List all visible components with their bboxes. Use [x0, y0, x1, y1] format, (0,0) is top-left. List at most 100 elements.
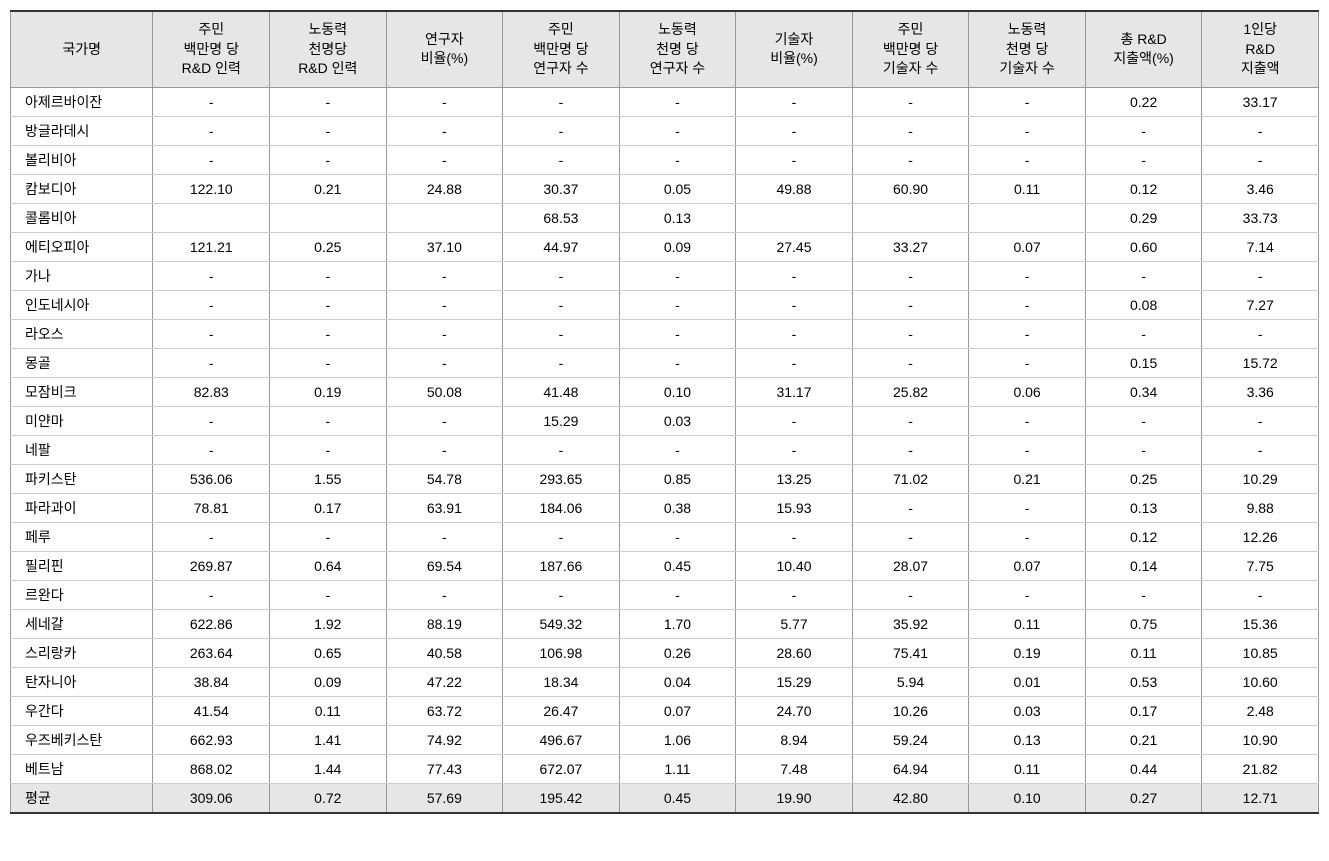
value-cell: -	[736, 290, 853, 319]
table-row: 파키스탄536.061.5554.78293.650.8513.2571.020…	[11, 464, 1319, 493]
table-row: 필리핀269.870.6469.54187.660.4510.4028.070.…	[11, 551, 1319, 580]
value-cell: 0.19	[270, 377, 387, 406]
column-header-c9: 총 R&D지출액(%)	[1085, 11, 1202, 87]
value-cell: -	[270, 290, 387, 319]
value-cell: -	[619, 348, 736, 377]
value-cell: 33.17	[1202, 87, 1319, 116]
value-cell: -	[736, 435, 853, 464]
value-cell: -	[503, 116, 620, 145]
value-cell: 0.21	[1085, 725, 1202, 754]
value-cell: -	[503, 580, 620, 609]
value-cell: 1.06	[619, 725, 736, 754]
value-cell: -	[270, 87, 387, 116]
value-cell: -	[270, 435, 387, 464]
value-cell: -	[503, 319, 620, 348]
value-cell: 64.94	[852, 754, 969, 783]
country-cell: 인도네시아	[11, 290, 153, 319]
average-value-cell: 19.90	[736, 783, 853, 813]
table-body: 아제르바이잔--------0.2233.17방글라데시----------볼리…	[11, 87, 1319, 813]
value-cell: -	[852, 261, 969, 290]
value-cell: -	[619, 145, 736, 174]
value-cell: 0.60	[1085, 232, 1202, 261]
value-cell	[270, 203, 387, 232]
value-cell: -	[852, 435, 969, 464]
value-cell: 28.07	[852, 551, 969, 580]
value-cell: -	[1202, 406, 1319, 435]
column-header-c6: 기술자비율(%)	[736, 11, 853, 87]
table-row: 캄보디아122.100.2124.8830.370.0549.8860.900.…	[11, 174, 1319, 203]
value-cell: 0.13	[619, 203, 736, 232]
country-cell: 미얀마	[11, 406, 153, 435]
value-cell: -	[736, 348, 853, 377]
country-cell: 베트남	[11, 754, 153, 783]
value-cell: 59.24	[852, 725, 969, 754]
value-cell: 0.03	[969, 696, 1086, 725]
value-cell: -	[153, 87, 270, 116]
value-cell: 1.41	[270, 725, 387, 754]
table-row: 미얀마---15.290.03-----	[11, 406, 1319, 435]
value-cell: -	[736, 522, 853, 551]
value-cell: 263.64	[153, 638, 270, 667]
table-row: 방글라데시----------	[11, 116, 1319, 145]
value-cell: 1.55	[270, 464, 387, 493]
value-cell: 63.91	[386, 493, 503, 522]
country-cell: 파라과이	[11, 493, 153, 522]
column-header-c2: 노동력천명당R&D 인력	[270, 11, 387, 87]
value-cell: -	[153, 580, 270, 609]
value-cell: -	[386, 348, 503, 377]
value-cell: -	[736, 116, 853, 145]
value-cell: -	[386, 522, 503, 551]
column-header-c5: 노동력천명 당연구자 수	[619, 11, 736, 87]
table-row: 스리랑카263.640.6540.58106.980.2628.6075.410…	[11, 638, 1319, 667]
value-cell: -	[1085, 406, 1202, 435]
value-cell: -	[852, 406, 969, 435]
value-cell: 10.85	[1202, 638, 1319, 667]
value-cell: 15.72	[1202, 348, 1319, 377]
country-cell: 파키스탄	[11, 464, 153, 493]
table-row: 네팔----------	[11, 435, 1319, 464]
value-cell: -	[969, 493, 1086, 522]
average-row: 평균309.060.7257.69195.420.4519.9042.800.1…	[11, 783, 1319, 813]
value-cell: 0.10	[619, 377, 736, 406]
value-cell: 10.29	[1202, 464, 1319, 493]
value-cell: -	[386, 87, 503, 116]
country-cell: 우즈베키스탄	[11, 725, 153, 754]
value-cell: 662.93	[153, 725, 270, 754]
value-cell: 77.43	[386, 754, 503, 783]
value-cell: 7.75	[1202, 551, 1319, 580]
value-cell: 7.27	[1202, 290, 1319, 319]
column-header-c7: 주민백만명 당기술자 수	[852, 11, 969, 87]
value-cell: -	[1202, 580, 1319, 609]
value-cell: -	[969, 522, 1086, 551]
value-cell: 10.90	[1202, 725, 1319, 754]
value-cell: -	[852, 522, 969, 551]
value-cell	[969, 203, 1086, 232]
value-cell: 0.04	[619, 667, 736, 696]
value-cell: 0.38	[619, 493, 736, 522]
country-cell: 탄자니아	[11, 667, 153, 696]
value-cell: 0.12	[1085, 522, 1202, 551]
value-cell: 0.17	[1085, 696, 1202, 725]
value-cell: 8.94	[736, 725, 853, 754]
value-cell: 0.05	[619, 174, 736, 203]
value-cell: 25.82	[852, 377, 969, 406]
value-cell: -	[619, 290, 736, 319]
value-cell: -	[852, 580, 969, 609]
value-cell: 672.07	[503, 754, 620, 783]
value-cell: 0.25	[1085, 464, 1202, 493]
value-cell: -	[969, 435, 1086, 464]
value-cell: 0.01	[969, 667, 1086, 696]
value-cell: 0.06	[969, 377, 1086, 406]
value-cell: 0.11	[969, 609, 1086, 638]
value-cell: 78.81	[153, 493, 270, 522]
value-cell: -	[503, 87, 620, 116]
table-row: 베트남868.021.4477.43672.071.117.4864.940.1…	[11, 754, 1319, 783]
country-cell: 라오스	[11, 319, 153, 348]
country-cell: 스리랑카	[11, 638, 153, 667]
value-cell: -	[386, 435, 503, 464]
table-row: 우즈베키스탄662.931.4174.92496.671.068.9459.24…	[11, 725, 1319, 754]
table-row: 모잠비크82.830.1950.0841.480.1031.1725.820.0…	[11, 377, 1319, 406]
average-value-cell: 0.27	[1085, 783, 1202, 813]
value-cell: -	[270, 348, 387, 377]
table-row: 인도네시아--------0.087.27	[11, 290, 1319, 319]
